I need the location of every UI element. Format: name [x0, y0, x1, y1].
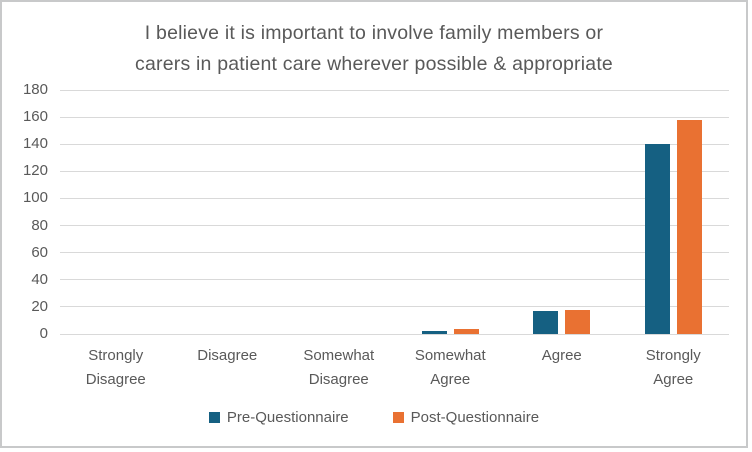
legend-item: Pre-Questionnaire: [208, 409, 349, 426]
legend-swatch-icon: [208, 412, 220, 423]
bar-group: [506, 90, 618, 334]
gridline: [60, 116, 729, 118]
plot-area: 0 20 40 60 80 100 120 140 160 180: [23, 81, 730, 342]
x-axis-category-label: Strongly Disagree: [85, 347, 146, 388]
gridline: [60, 143, 729, 145]
y-axis-tick-label: 100: [22, 189, 48, 207]
legend-label: Post-Questionnaire: [410, 409, 540, 426]
gridline: [60, 89, 729, 91]
gridline: [60, 170, 729, 172]
gridline: [60, 252, 729, 254]
bar: [533, 310, 559, 334]
gridline: [60, 333, 729, 335]
bar-group: [395, 90, 507, 334]
bar: [644, 144, 670, 334]
bar-group: [283, 90, 395, 334]
bar-group: [172, 90, 284, 334]
chart-title-line-1: I believe it is important to involve fam…: [144, 22, 604, 44]
bar-group: [618, 90, 730, 334]
y-axis-tick-label: 80: [31, 216, 48, 234]
bar: [565, 309, 591, 334]
y-axis-tick-label: 180: [22, 81, 48, 98]
bar: [453, 328, 479, 334]
x-axis-category-label: Somewhat Agree: [414, 347, 486, 388]
x-axis-category-label: Somewhat Disagree: [303, 347, 375, 388]
legend-label: Pre-Questionnaire: [226, 409, 349, 426]
bar: [421, 331, 447, 334]
y-axis-tick-label: 60: [31, 243, 48, 261]
legend-item: Post-Questionnaire: [392, 409, 540, 426]
y-axis-tick-label: 20: [31, 297, 48, 315]
y-axis-tick-label: 160: [22, 108, 48, 126]
gridline: [60, 279, 729, 281]
gridline: [60, 225, 729, 227]
y-axis-tick-label: 120: [22, 162, 48, 180]
legend: Pre-Questionnaire Post-Questionnaire: [2, 409, 746, 426]
y-axis-tick-label: 40: [31, 270, 48, 288]
bar: [676, 119, 702, 334]
legend-swatch-icon: [392, 412, 404, 423]
y-axis-tick-label: 0: [39, 325, 48, 342]
x-axis-category-label: Strongly Agree: [645, 347, 701, 388]
gridline: [60, 306, 729, 308]
y-axis-tick-label: 140: [22, 135, 48, 153]
x-axis-category-label: Disagree: [197, 347, 258, 364]
x-axis-category-label: Agree: [541, 347, 582, 364]
chart-title-line-2: carers in patient care wherever possible…: [135, 53, 613, 75]
chart-title: I believe it is important to involve fam…: [2, 18, 746, 80]
gridline: [60, 197, 729, 199]
x-axis-labels: Strongly Disagree Disagree Somewhat Disagr…: [60, 344, 729, 392]
bar-group: [60, 90, 172, 334]
